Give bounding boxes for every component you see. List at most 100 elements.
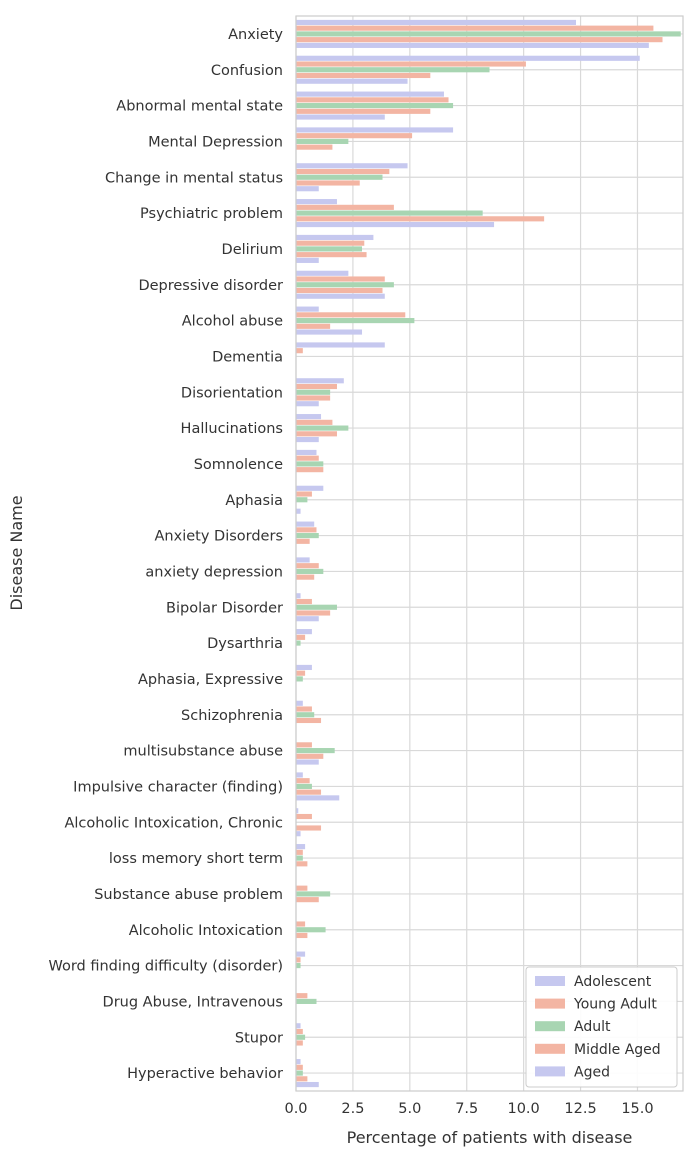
y-axis-label: Disease Name (7, 495, 26, 610)
bar-young-adult (296, 491, 312, 497)
y-tick-label: Aphasia, Expressive (138, 672, 283, 688)
bar-aged (296, 795, 340, 801)
bar-adolescent (296, 378, 344, 384)
bar-aged (296, 114, 385, 120)
bar-adolescent (296, 772, 303, 778)
x-tick-label: 10.0 (507, 1101, 539, 1117)
bar-young-adult (296, 348, 303, 354)
bar-adolescent (296, 808, 299, 814)
y-tick-label: anxiety depression (145, 564, 283, 580)
bar-middle-aged (296, 610, 331, 616)
bar-aged (296, 616, 319, 622)
bar-middle-aged (296, 789, 322, 795)
bar-young-adult (296, 778, 310, 784)
bar-aged (296, 401, 319, 407)
bar-middle-aged (296, 861, 308, 867)
legend-swatch (535, 1021, 565, 1032)
bar-young-adult (296, 455, 319, 461)
bar-adult (296, 676, 303, 682)
bar-adolescent (296, 19, 577, 26)
x-tick-label: 7.5 (455, 1101, 478, 1117)
bar-adult (296, 891, 331, 897)
bar-adult (296, 246, 363, 252)
bar-middle-aged (296, 1040, 303, 1046)
y-tick-label: Dementia (212, 349, 283, 365)
bar-aged (296, 42, 649, 48)
bar-middle-aged (296, 753, 324, 759)
legend: Adolescent Young Adult Adult Middle Aged Age… (525, 966, 678, 1088)
x-tick-label: 5.0 (398, 1101, 421, 1117)
y-tick-label: Dysarthria (207, 636, 283, 652)
bar-young-adult (296, 61, 526, 67)
bar-adolescent (296, 449, 317, 456)
bar-aged (296, 257, 319, 263)
y-tick-label: Bipolar Disorder (166, 600, 283, 616)
bar-adult (296, 31, 681, 37)
bar-aged (296, 831, 301, 837)
bar-adult (296, 783, 312, 789)
y-tick-label: Change in mental status (105, 170, 283, 186)
bar-adolescent (296, 593, 301, 599)
y-tick-label: Disorientation (181, 385, 283, 401)
bar-adult (296, 461, 324, 467)
y-tick-label: Schizophrenia (181, 708, 283, 724)
y-tick-label: loss memory short term (109, 851, 283, 867)
bar-aged (296, 186, 319, 192)
bar-adult (296, 963, 301, 969)
y-tick-label: Alcoholic Intoxication, Chronic (64, 815, 283, 831)
bar-adult (296, 604, 337, 610)
bar-adolescent (296, 414, 322, 420)
x-tick-label: 0.0 (284, 1101, 307, 1117)
bar-adult (296, 640, 301, 646)
y-tick-label: Hallucinations (181, 421, 283, 437)
bar-aged (296, 508, 301, 514)
bar-adolescent (296, 629, 312, 635)
bar-young-adult (296, 97, 449, 103)
bar-adult (296, 425, 349, 431)
bar-adolescent (296, 306, 319, 312)
bar-adult (296, 748, 335, 754)
bar-middle-aged (296, 1076, 308, 1082)
y-tick-label: Somnolence (194, 457, 283, 473)
legend-label: Young Adult (573, 997, 657, 1013)
bar-adolescent (296, 55, 640, 61)
bar-adult (296, 67, 490, 73)
bar-adult (296, 389, 331, 395)
plot-background (296, 16, 683, 1091)
bar-adult (296, 282, 394, 288)
bar-adolescent (296, 700, 303, 706)
y-tick-label: Impulsive character (finding) (73, 779, 283, 795)
y-tick-label: multisubstance abuse (123, 744, 283, 760)
legend-label: Adolescent (574, 974, 652, 990)
bar-adolescent (296, 127, 454, 133)
bar-middle-aged (296, 323, 331, 329)
bar-middle-aged (296, 287, 383, 294)
bar-young-adult (296, 1064, 303, 1070)
bar-adolescent (296, 163, 408, 169)
y-tick-label: Depressive disorder (138, 278, 283, 294)
x-tick-label: 2.5 (341, 1101, 364, 1117)
x-tick-label: 12.5 (564, 1101, 596, 1117)
bar-adult (296, 998, 317, 1004)
bar-adult (296, 533, 319, 539)
y-tick-labels: Anxiety Confusion Abnormal mental state Men… (48, 27, 283, 1082)
bar-adolescent (296, 485, 324, 491)
bar-adult (296, 103, 454, 109)
bar-middle-aged (296, 932, 308, 939)
bar-aged (296, 436, 319, 443)
plot-frame (295, 15, 684, 1092)
x-tick-label: 15.0 (621, 1101, 653, 1117)
y-tick-label: Mental Depression (148, 134, 283, 150)
bar-adolescent (296, 91, 444, 97)
bar-young-adult (296, 921, 306, 927)
bar-adolescent (296, 844, 306, 850)
bar-young-adult (296, 993, 308, 999)
bar-young-adult (296, 706, 312, 712)
bar-aged (296, 759, 319, 765)
y-tick-label: Substance abuse problem (94, 887, 283, 903)
bar-adult (296, 927, 326, 933)
bar-aged (296, 1081, 319, 1088)
legend-swatch (535, 1043, 565, 1054)
bar-adult (296, 138, 349, 144)
bar-young-adult (296, 670, 306, 676)
